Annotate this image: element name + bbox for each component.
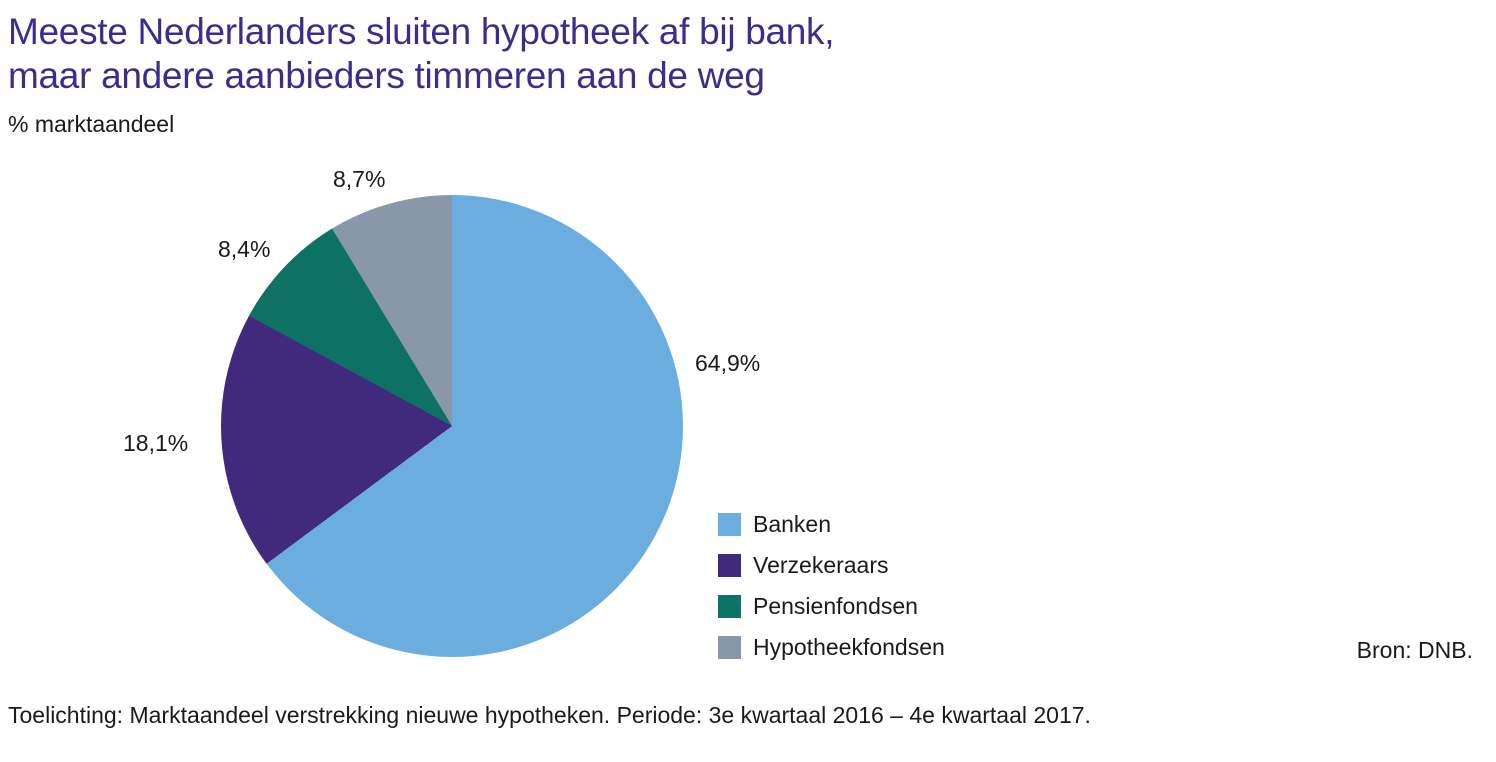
legend-item-banken: Banken <box>718 510 945 538</box>
slice-value-label-banken: 64,9% <box>695 350 761 376</box>
slice-value-label-verzekeraars: 18,1% <box>123 430 189 456</box>
pie-chart <box>221 195 683 657</box>
chart-title-line2: maar andere aanbieders timmeren aan de w… <box>8 55 765 96</box>
chart-subtitle: % marktaandeel <box>8 111 175 137</box>
slice-value-label-pensienfondsen: 8,4% <box>218 236 271 262</box>
chart-title: Meeste Nederlanders sluiten hypotheek af… <box>8 10 835 98</box>
legend-item-pensienfondsen: Pensienfondsen <box>718 592 945 620</box>
legend: Banken Verzekeraars Pensienfondsen Hypot… <box>718 510 945 674</box>
footnote: Toelichting: Marktaandeel verstrekking n… <box>8 702 1091 728</box>
legend-swatch-banken <box>718 512 741 536</box>
legend-item-verzekeraars: Verzekeraars <box>718 551 945 579</box>
slice-value-label-hypotheekfondsen: 8,7% <box>333 166 386 192</box>
legend-swatch-pensienfondsen <box>718 594 741 618</box>
legend-label-verzekeraars: Verzekeraars <box>753 551 889 578</box>
legend-item-hypotheekfondsen: Hypotheekfondsen <box>718 633 945 661</box>
legend-label-hypotheekfondsen: Hypotheekfondsen <box>753 633 945 660</box>
legend-label-banken: Banken <box>753 510 832 537</box>
source-note: Bron: DNB. <box>1356 637 1473 663</box>
chart-title-line1: Meeste Nederlanders sluiten hypotheek af… <box>8 11 835 52</box>
legend-label-pensienfondsen: Pensienfondsen <box>753 592 918 619</box>
legend-swatch-verzekeraars <box>718 553 741 577</box>
legend-swatch-hypotheekfondsen <box>718 635 741 659</box>
